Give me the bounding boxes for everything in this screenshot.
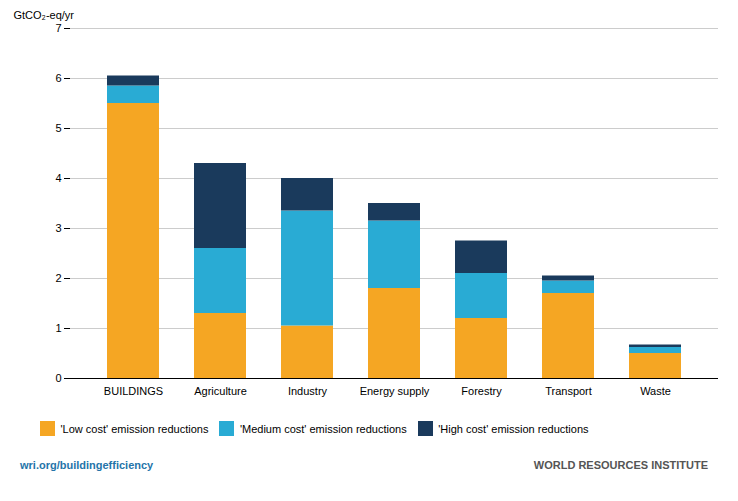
svg-text:Industry: Industry — [288, 385, 328, 397]
svg-text:5: 5 — [55, 122, 61, 134]
svg-text:3: 3 — [55, 222, 61, 234]
svg-text:Transport: Transport — [545, 385, 592, 397]
svg-text:2: 2 — [55, 272, 61, 284]
svg-text:0: 0 — [55, 372, 61, 384]
svg-text:6: 6 — [55, 72, 61, 84]
html-text:wri.org/buildingefficiency: wri.org/buildingefficiency — [20, 458, 154, 471]
html-text:'High cost' emission reduction: 'High cost' emission reductions — [438, 422, 589, 435]
svg-text:Forestry: Forestry — [461, 385, 502, 397]
svg-text:Agriculture: Agriculture — [194, 385, 247, 397]
html-text:'Low cost' emission reductions: 'Low cost' emission reductions — [60, 422, 209, 435]
svg-text:1: 1 — [55, 322, 61, 334]
svg-text:Energy supply: Energy supply — [360, 385, 430, 397]
svg-text:BUILDINGS: BUILDINGS — [104, 385, 163, 397]
svg-text:Waste: Waste — [640, 385, 671, 397]
html-text:'Medium cost' emission reducti: 'Medium cost' emission reductions — [239, 422, 407, 435]
svg-text:7: 7 — [55, 22, 61, 34]
html-text:WORLD RESOURCES INSTITUTE: WORLD RESOURCES INSTITUTE — [533, 458, 708, 471]
svg-text:GtCO₂-eq/yr: GtCO₂-eq/yr — [14, 9, 75, 21]
svg-text:4: 4 — [55, 172, 61, 184]
